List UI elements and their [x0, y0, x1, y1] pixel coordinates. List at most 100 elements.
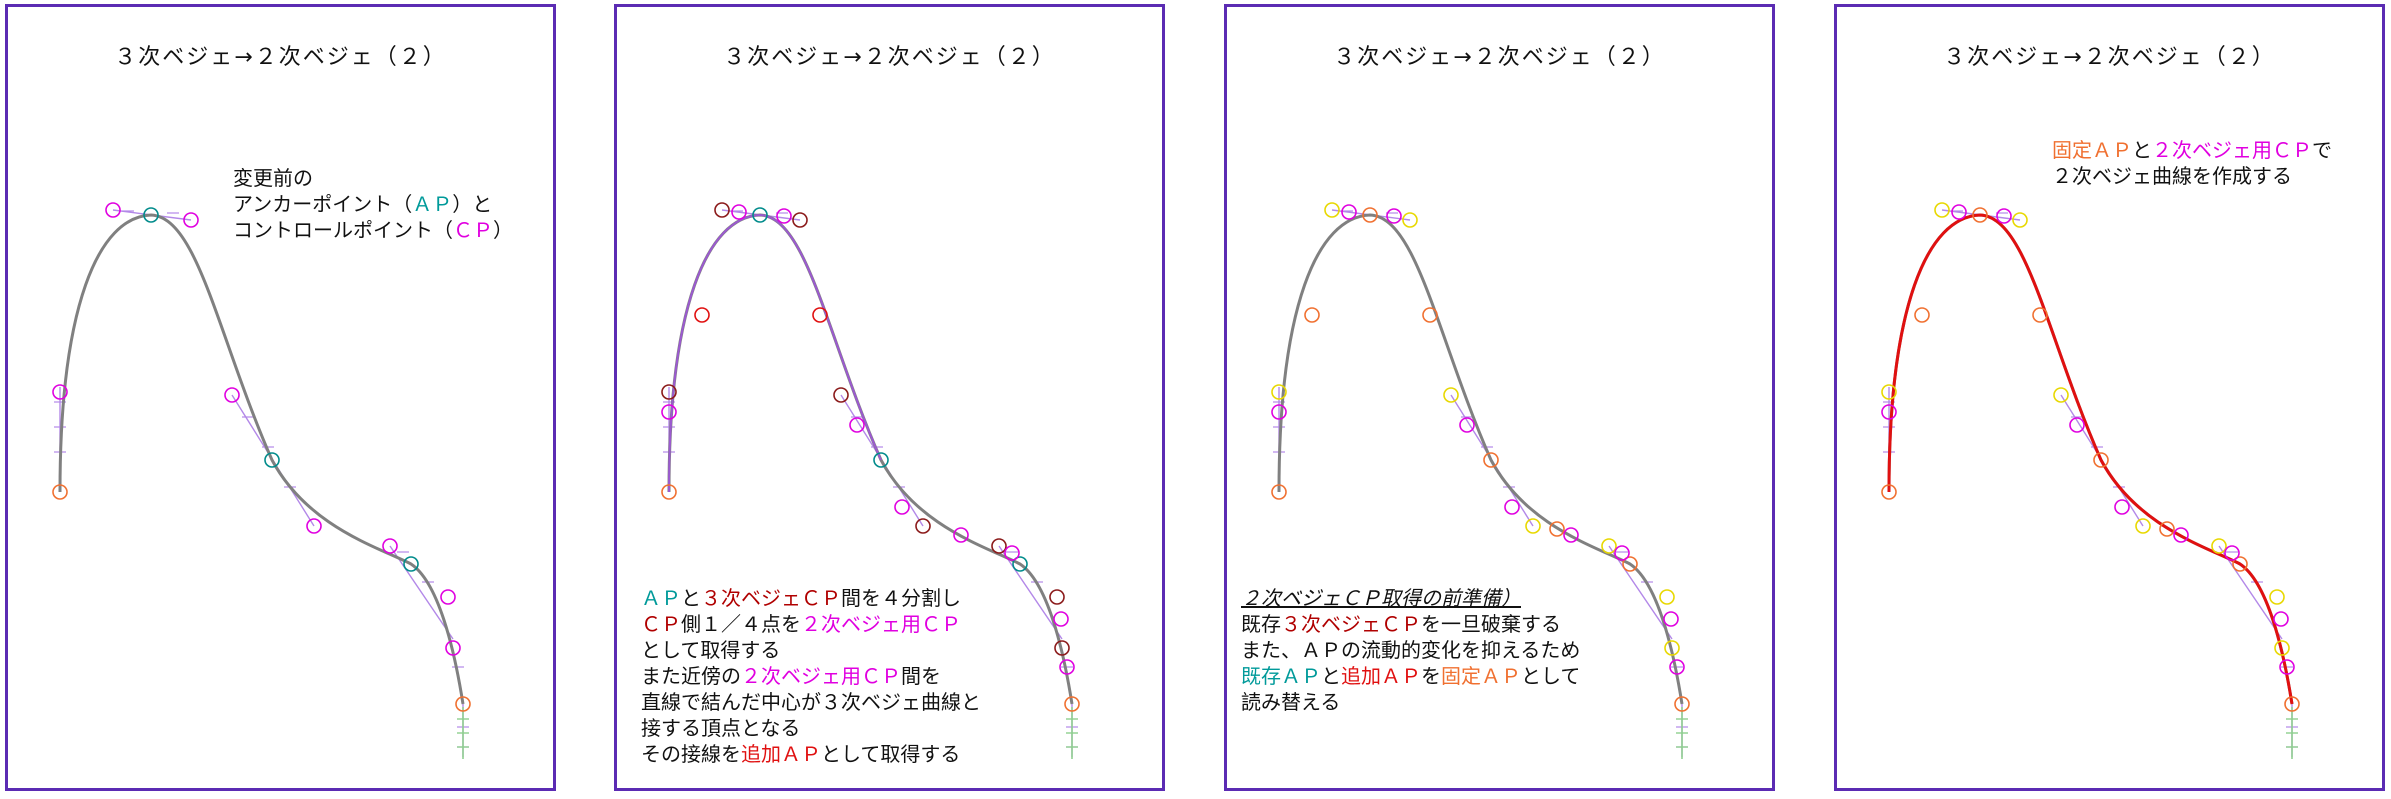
note-line: ２次ベジェＣＰ取得の前準備） [1241, 585, 1580, 611]
quad-control-point [1004, 545, 1020, 561]
quad-control-point [1663, 611, 1679, 627]
control-point [306, 518, 322, 534]
bezier-curve [1887, 213, 2294, 705]
handle-line [389, 545, 454, 640]
note-segment: として [1521, 664, 1581, 688]
fixed-anchor-point [1549, 521, 1565, 537]
control-point [52, 384, 68, 400]
note-line: 読み替える [1241, 689, 1580, 715]
anchor-point-end [455, 696, 471, 712]
fixed-anchor-point [1422, 307, 1438, 323]
note-segment: ２次ベジェ用ＣＰ [801, 612, 961, 636]
diagram-3 [1271, 202, 1690, 759]
note-segment: 接する頂点となる [641, 716, 801, 740]
note-segment: と [2132, 138, 2152, 162]
discarded-cp-marker [2211, 538, 2227, 554]
quad-control-point [1459, 417, 1475, 433]
anchor-point [403, 556, 419, 572]
quad-control-point [2069, 417, 2085, 433]
quad-control-point [1386, 208, 1402, 224]
note-segment: ）と [452, 192, 493, 216]
note-2: ＡＰと３次ベジェＣＰ間を４分割し ＣＰ側１／４点を２次ベジェ用ＣＰ として取得するま… [641, 585, 981, 767]
old-control-point [833, 387, 849, 403]
note-4: 固定ＡＰと２次ベジェ用ＣＰで ２次ベジェ曲線を作成する [2052, 137, 2332, 189]
note-line: ２次ベジェ曲線を作成する [2052, 163, 2332, 189]
quad-control-point [894, 499, 910, 515]
diagram-2 [661, 202, 1080, 759]
note-segment: 直線で結んだ中心が３次ベジェ曲線と [641, 690, 981, 714]
note-line: また、ＡＰの流動的変化を抑えるため [1241, 637, 1580, 663]
fixed-anchor-point [1271, 484, 1287, 500]
note-line: また近傍の２次ベジェ用ＣＰ間を [641, 663, 981, 689]
old-control-point [915, 518, 931, 534]
fixed-anchor-point [2284, 696, 2300, 712]
fixed-anchor-point [1483, 452, 1499, 468]
panel-title: ３次ベジェ→２次ベジェ（２） [114, 45, 447, 70]
quad-approx [759, 214, 882, 461]
note-segment: 追加ＡＰ [1341, 664, 1421, 688]
quad-control-point [2114, 499, 2130, 515]
quad-approx [668, 214, 761, 493]
diagram-4 [1881, 202, 2300, 759]
old-control-point [792, 212, 808, 228]
note-line: 接する頂点となる [641, 715, 981, 741]
anchor-point [1012, 556, 1028, 572]
quad-control-point [1059, 659, 1075, 675]
note-segment: 既存ＡＰ [1241, 664, 1321, 688]
anchor-point [752, 207, 768, 223]
note-segment: ２次ベジェ用ＣＰ [2152, 138, 2312, 162]
handle-line [2218, 545, 2283, 640]
quad-control-point [2279, 659, 2295, 675]
note-segment: 側１／４点を [681, 612, 801, 636]
note-segment: と [1321, 664, 1341, 688]
note-segment: ＡＰ [412, 192, 453, 216]
quad-control-point [1504, 499, 1520, 515]
note-line: 直線で結んだ中心が３次ベジェ曲線と [641, 689, 981, 715]
note-line: として取得する [641, 637, 981, 663]
old-control-point [661, 384, 677, 400]
note-1: 変更前の アンカーポイント（ＡＰ）と コントロールポイント（ＣＰ） [233, 165, 513, 243]
anchor-point-end [52, 484, 68, 500]
quad-control-point [849, 417, 865, 433]
note-line: アンカーポイント（ＡＰ）と [233, 191, 513, 217]
bezier-curve [1277, 213, 1684, 705]
fixed-anchor-point [1362, 207, 1378, 223]
note-segment: 間を４分割し [841, 586, 961, 610]
fixed-anchor-point [1881, 484, 1897, 500]
control-point [382, 538, 398, 554]
panel-title: ３次ベジェ→２次ベジェ（２） [1943, 45, 2276, 70]
fixed-anchor-point [2232, 556, 2248, 572]
panel-title: ３次ベジェ→２次ベジェ（２） [723, 45, 1056, 70]
panel-4: ３次ベジェ→２次ベジェ（２） 固定ＡＰと２次ベジェ用ＣＰで ２次ベジェ曲線を作成す… [1834, 4, 2385, 791]
panel-1: ３次ベジェ→２次ベジェ（２） 変更前の アンカーポイント（ＡＰ）と コントロールポイ… [5, 4, 556, 791]
note-3: ２次ベジェＣＰ取得の前準備） 既存３次ベジェＣＰを一旦破棄する また、ＡＰの流動的変… [1241, 585, 1580, 715]
note-segment: コントロールポイント（ [233, 218, 453, 242]
note-line: その接線を追加ＡＰとして取得する [641, 741, 981, 767]
note-segment: として取得する [641, 638, 781, 662]
note-segment: 読み替える [1241, 690, 1341, 714]
added-anchor-point [694, 307, 710, 323]
panel-2: ３次ベジェ→２次ベジェ（２） ＡＰと３次ベジェＣＰ間を４分割し ＣＰ側１／４点を２… [614, 4, 1165, 791]
note-segment: また近傍の [641, 664, 741, 688]
note-segment: ＣＰ [453, 218, 493, 242]
handle-line [998, 545, 1063, 640]
fixed-anchor-point [1914, 307, 1930, 323]
fixed-anchor-point [2159, 521, 2175, 537]
discarded-cp-marker [1402, 212, 1418, 228]
diagram-1 [52, 202, 471, 759]
note-segment: その接線を [641, 742, 741, 766]
note-segment: 既存 [1241, 612, 1281, 636]
discarded-cp-marker [2269, 589, 2285, 605]
note-line: ＡＰと３次ベジェＣＰ間を４分割し [641, 585, 981, 611]
quad-control-point [1053, 611, 1069, 627]
note-segment: を一旦破棄する [1421, 612, 1561, 636]
control-point [440, 589, 456, 605]
fixed-anchor-point [2093, 452, 2109, 468]
note-segment: ２次ベジェ用ＣＰ [741, 664, 901, 688]
note-segment: ＡＰ [641, 586, 681, 610]
note-line: 固定ＡＰと２次ベジェ用ＣＰで [2052, 137, 2332, 163]
added-anchor-point [812, 307, 828, 323]
anchor-point [264, 452, 280, 468]
old-control-point [714, 202, 730, 218]
discarded-cp-marker [1934, 202, 1950, 218]
